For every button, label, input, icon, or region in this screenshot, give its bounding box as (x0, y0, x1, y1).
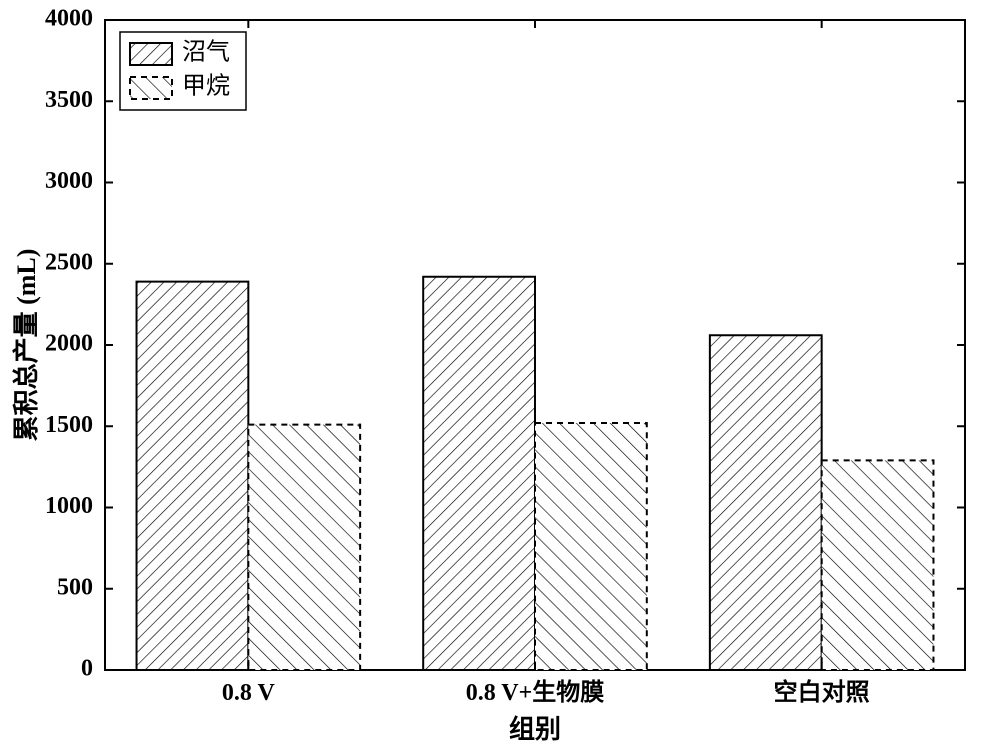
bar (248, 425, 360, 670)
chart-svg: 0 500 1000 1500 2000 2500 3000 3500 4000 累积总产量 (m… (0, 0, 1000, 754)
y-tick-label: 4000 (45, 6, 93, 32)
bar (423, 277, 535, 670)
legend-label: 沼气 (182, 39, 230, 66)
y-axis-label: 累积总产量 (mL) (12, 249, 41, 442)
legend-swatch (130, 77, 172, 99)
bar (822, 460, 934, 670)
bar-chart: 0 500 1000 1500 2000 2500 3000 3500 4000 累积总产量 (m… (0, 0, 1000, 754)
bar (137, 282, 249, 670)
x-axis-label: 组别 (509, 714, 561, 744)
y-tick-label: 3500 (45, 87, 93, 113)
legend-swatch (130, 43, 172, 65)
x-tick-label: 空白对照 (774, 678, 870, 706)
y-tick-label: 1000 (45, 493, 93, 519)
bar (710, 335, 822, 670)
y-tick-label: 2000 (45, 331, 93, 357)
y-tick-label: 3000 (45, 168, 93, 194)
y-tick-label: 2500 (45, 249, 93, 275)
legend-label: 甲烷 (182, 73, 230, 100)
y-tick-label: 0 (81, 656, 93, 682)
y-tick-label: 1500 (45, 412, 93, 438)
y-tick-label: 500 (57, 574, 93, 600)
x-tick-label: 0.8 V+生物膜 (466, 679, 605, 706)
bar (535, 423, 647, 670)
x-tick-label: 0.8 V (222, 680, 276, 706)
